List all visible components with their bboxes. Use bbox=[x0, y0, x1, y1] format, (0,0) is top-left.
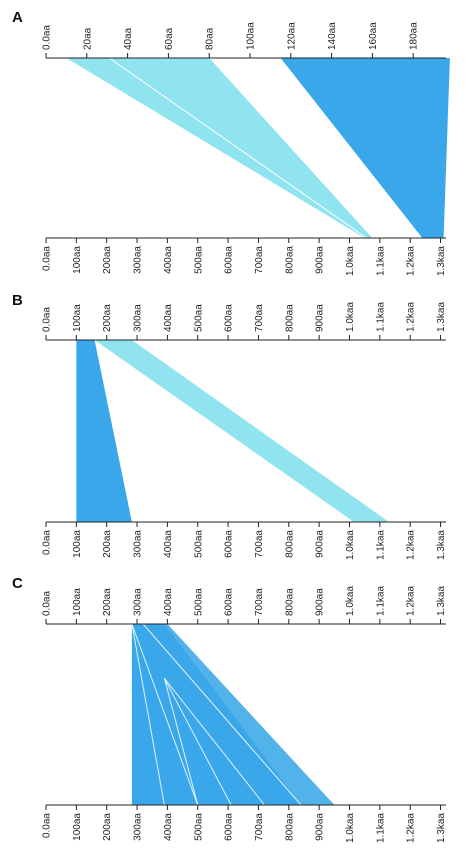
bottom-axis-tick-label: 900aa bbox=[315, 813, 326, 841]
bottom-axis-tick-label: 1.0kaa bbox=[345, 530, 356, 560]
top-axis-tick-label: 1.1kaa bbox=[375, 302, 386, 332]
bottom-axis-tick-label: 1.3kaa bbox=[436, 246, 447, 276]
panel-a: A 0.0aa 20aa 40aa 60aa 80aa 100aa 120aa 140aa 160… bbox=[12, 9, 450, 276]
top-axis-tick-label: 120aa bbox=[286, 22, 297, 50]
bottom-axis-tick-label: 1.3kaa bbox=[436, 813, 447, 843]
top-axis-tick-label: 1.0kaa bbox=[345, 586, 356, 616]
fan-line-1 bbox=[131, 623, 165, 806]
alignment-band-1 bbox=[94, 340, 389, 522]
bottom-axis-tick-label: 200aa bbox=[102, 530, 113, 558]
fan-line-4 bbox=[163, 678, 232, 806]
top-axis-tick-label: 200aa bbox=[102, 304, 113, 332]
bottom-axis-tick-label: 100aa bbox=[72, 530, 83, 558]
fan-line-2 bbox=[131, 623, 199, 806]
top-axis-tick-label: 200aa bbox=[102, 588, 113, 616]
bottom-axis-tick-label: 700aa bbox=[254, 246, 265, 274]
bottom-axis-tick-label: 200aa bbox=[102, 246, 113, 274]
top-axis-tick-label: 100aa bbox=[72, 588, 83, 616]
panel-label: C bbox=[12, 575, 23, 592]
top-axis-tick-label: 800aa bbox=[284, 304, 295, 332]
bottom-axis-tick-label: 0.0aa bbox=[42, 813, 53, 838]
bottom-axis-tick-label: 300aa bbox=[133, 813, 144, 841]
top-axis-tick-label: 300aa bbox=[133, 304, 144, 332]
top-axis-tick-label: 1.1kaa bbox=[375, 586, 386, 616]
top-axis-tick-label: 40aa bbox=[123, 27, 134, 50]
bottom-axis-tick-label: 600aa bbox=[224, 813, 235, 841]
top-axis-tick-label: 800aa bbox=[284, 588, 295, 616]
bottom-axis-tick-label: 400aa bbox=[163, 530, 174, 558]
alignment-band-2 bbox=[76, 340, 132, 522]
bottom-axis-tick-label: 0.0aa bbox=[42, 530, 53, 555]
panel-c: C 0.0aa 100aa 200aa 300aa 400aa 500aa 600aa 700a… bbox=[12, 575, 447, 843]
panel-label: A bbox=[12, 9, 23, 26]
fan-line-3 bbox=[163, 678, 199, 806]
bottom-axis-tick-label: 900aa bbox=[315, 246, 326, 274]
bottom-axis-tick-label: 100aa bbox=[72, 813, 83, 841]
bottom-axis-tick-label: 200aa bbox=[102, 813, 113, 841]
bottom-axis-tick-label: 1.1kaa bbox=[375, 530, 386, 560]
top-axis-tick-label: 180aa bbox=[409, 22, 420, 50]
bottom-axis-tick-label: 900aa bbox=[315, 530, 326, 558]
bottom-axis-tick-label: 1.2kaa bbox=[406, 530, 417, 560]
top-axis-tick-label: 20aa bbox=[82, 27, 93, 50]
bottom-axis-tick-label: 500aa bbox=[193, 813, 204, 841]
bottom-axis-tick-label: 100aa bbox=[72, 246, 83, 274]
top-axis-tick-label: 0.0aa bbox=[42, 307, 53, 332]
top-axis-tick-label: 1.0kaa bbox=[345, 302, 356, 332]
bottom-axis-tick-label: 400aa bbox=[163, 246, 174, 274]
bottom-axis-tick-label: 800aa bbox=[284, 530, 295, 558]
top-axis-tick-label: 700aa bbox=[254, 588, 265, 616]
top-axis-tick-label: 0.0aa bbox=[42, 591, 53, 616]
top-axis-tick-label: 400aa bbox=[163, 304, 174, 332]
bottom-axis-tick-label: 800aa bbox=[284, 246, 295, 274]
top-axis-tick-label: 60aa bbox=[164, 27, 175, 50]
bottom-axis-tick-label: 1.2kaa bbox=[406, 246, 417, 276]
bottom-axis-tick-label: 300aa bbox=[133, 530, 144, 558]
bottom-axis-tick-label: 500aa bbox=[193, 246, 204, 274]
bottom-axis-tick-label: 1.0kaa bbox=[345, 246, 356, 276]
bottom-axis-tick-label: 0.0aa bbox=[42, 246, 53, 271]
top-axis-tick-label: 0.0aa bbox=[42, 25, 53, 50]
top-axis-tick-label: 100aa bbox=[246, 22, 257, 50]
top-axis-tick-label: 1.2kaa bbox=[406, 302, 417, 332]
panel-b: B 0.0aa 100aa 200aa 300aa 400aa 500aa 600aa 700a… bbox=[12, 292, 447, 560]
top-axis-tick-label: 100aa bbox=[72, 304, 83, 332]
top-axis-tick-label: 400aa bbox=[163, 588, 174, 616]
top-axis-tick-label: 1.3kaa bbox=[436, 302, 447, 332]
top-axis-tick-label: 1.2kaa bbox=[406, 586, 417, 616]
top-axis-tick-label: 900aa bbox=[315, 588, 326, 616]
bottom-axis-tick-label: 400aa bbox=[163, 813, 174, 841]
bottom-axis-tick-label: 300aa bbox=[133, 246, 144, 274]
top-axis-tick-label: 600aa bbox=[224, 588, 235, 616]
top-axis-tick-label: 80aa bbox=[205, 27, 216, 50]
top-axis-tick-label: 600aa bbox=[224, 304, 235, 332]
panel-label: B bbox=[12, 292, 23, 309]
bottom-axis-tick-label: 500aa bbox=[193, 530, 204, 558]
bottom-axis-tick-label: 1.0kaa bbox=[345, 813, 356, 843]
bottom-axis-tick-label: 800aa bbox=[284, 813, 295, 841]
top-axis-tick-label: 500aa bbox=[193, 588, 204, 616]
bottom-axis-tick-label: 700aa bbox=[254, 813, 265, 841]
fan-line-5 bbox=[163, 677, 265, 806]
bottom-axis-tick-label: 1.1kaa bbox=[375, 813, 386, 843]
bottom-axis-tick-label: 600aa bbox=[224, 530, 235, 558]
top-axis-tick-label: 1.3kaa bbox=[436, 586, 447, 616]
bottom-axis-tick-label: 1.2kaa bbox=[406, 813, 417, 843]
fan-line-6 bbox=[142, 623, 302, 806]
band-separator-1 bbox=[108, 57, 367, 239]
alignment-band-2 bbox=[280, 58, 450, 238]
bottom-axis-tick-label: 600aa bbox=[224, 246, 235, 274]
alignment-band-2 bbox=[164, 624, 335, 805]
alignment-band-1 bbox=[66, 58, 373, 238]
bottom-axis-tick-label: 700aa bbox=[254, 530, 265, 558]
top-axis-tick-label: 300aa bbox=[133, 588, 144, 616]
top-axis-tick-label: 160aa bbox=[368, 22, 379, 50]
bottom-axis-tick-label: 1.1kaa bbox=[375, 246, 386, 276]
top-axis-tick-label: 700aa bbox=[254, 304, 265, 332]
top-axis-tick-label: 140aa bbox=[327, 22, 338, 50]
bottom-axis-tick-label: 1.3kaa bbox=[436, 530, 447, 560]
top-axis-tick-label: 500aa bbox=[193, 304, 204, 332]
top-axis-tick-label: 900aa bbox=[315, 304, 326, 332]
